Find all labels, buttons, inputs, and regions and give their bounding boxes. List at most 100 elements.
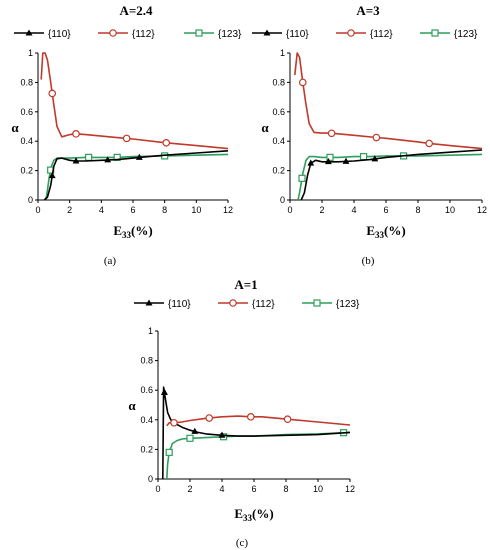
chart-b-series-112-marker: [372, 133, 381, 142]
chart-a-y-tick-label: 0.6: [20, 107, 33, 117]
chart-c-series-123-marker: [186, 434, 194, 442]
chart-a-legend-item-110: {110}: [14, 29, 71, 40]
chart-c: A=1 {110} {112} {123} α 00.20.40.60.810 2…: [128, 277, 360, 549]
chart-b-y-tick-label: 0.6: [272, 107, 285, 117]
chart-a-y-tick-label: 1: [28, 48, 33, 58]
chart-a-x-tick-label: 2: [67, 205, 72, 215]
chart-c-series-110-marker: [191, 427, 199, 434]
chart-c-caption: (c): [236, 537, 249, 549]
chart-b-caption: (b): [362, 255, 375, 267]
chart-c-y-tick-label: 0.8: [140, 356, 153, 366]
chart-b-series-123-marker: [360, 153, 368, 161]
chart-c-x-tick-label: 2: [187, 484, 192, 494]
chart-b-plot: 00.20.40.60.810 2 4 6 8 10 12: [272, 48, 487, 215]
chart-b-x-axis-label: E33(%): [366, 223, 405, 240]
chart-c-legend-label-110: {110}: [168, 299, 191, 310]
chart-b-legend: {110} {112} {123}: [252, 29, 478, 40]
chart-a: A=2.4 {110} {112} {123} α 0 0.2 0.4 0.6 0.8 1…: [11, 3, 242, 267]
chart-b-series-112-marker: [327, 129, 336, 138]
chart-c-series-123-line: [166, 431, 351, 480]
chart-c-legend-item-110: {110}: [134, 299, 191, 310]
chart-a-series-112-line: [40, 52, 229, 150]
chart-c-legend-item-123: {123}: [302, 299, 360, 310]
chart-b: A=3 {110} {112} {123} α 0 0.2 0.4 0.6 0.8 1 0 2…: [252, 3, 487, 267]
chart-c-series-112-marker: [170, 418, 178, 427]
chart-b-legend-item-112: {112}: [336, 29, 393, 40]
chart-b-series-112-line: [294, 52, 483, 150]
chart-a-series-112-marker: [122, 134, 131, 143]
chart-c-y-axis-label: α: [128, 398, 136, 413]
chart-c-y-tick-label: 0.2: [140, 444, 153, 454]
chart-c-y-tick-label: 0.4: [140, 415, 153, 425]
chart-c-y-tick-label: 0: [148, 474, 153, 484]
chart-a-x-tick-label: 12: [223, 205, 233, 215]
chart-b-y-tick-label: 0: [280, 195, 285, 205]
chart-b-legend-label-123: {123}: [454, 29, 478, 40]
chart-b-x-tick-label: 8: [415, 205, 420, 215]
chart-b-x-tick-label: 0: [287, 205, 292, 215]
chart-c-legend: {110} {112} {123}: [134, 299, 360, 310]
chart-c-legend-item-112: {112}: [218, 299, 275, 310]
chart-a-x-tick-label: 6: [130, 205, 135, 215]
chart-a-y-axis-label: α: [11, 120, 19, 135]
chart-a-x-tick-label: 8: [162, 205, 167, 215]
chart-a-legend-label-110: {110}: [48, 29, 71, 40]
chart-a-series-110-marker: [135, 153, 143, 160]
chart-c-plot: 00.20.40.60.810 2 4 6 8 10 12: [140, 326, 355, 494]
chart-c-x-tick-label: 12: [345, 484, 355, 494]
chart-c-x-tick-label: 10: [313, 484, 323, 494]
chart-a-y-tick-label: 0.8: [20, 77, 33, 87]
chart-c-legend-label-123: {123}: [336, 299, 360, 310]
chart-b-x-tick-label: 12: [477, 205, 487, 215]
chart-a-caption: (a): [104, 255, 117, 267]
chart-b-x-tick-label: 4: [351, 205, 356, 215]
chart-a-legend-label-112: {112}: [132, 29, 155, 40]
chart-c-legend-label-112: {112}: [252, 299, 275, 310]
chart-b-legend-label-110: {110}: [286, 29, 309, 40]
chart-a-legend: {110} {112} {123}: [14, 29, 242, 40]
chart-c-x-tick-label: 0: [155, 484, 160, 494]
chart-b-title: A=3: [356, 3, 380, 18]
chart-c-series-112-line: [166, 415, 351, 427]
chart-b-y-tick-label: 0.2: [272, 166, 285, 176]
chart-b-series-110-marker: [325, 157, 332, 165]
chart-b-series-110-line: [300, 149, 483, 201]
chart-c-x-tick-label: 6: [251, 484, 256, 494]
chart-b-y-tick-label: 0.8: [272, 77, 285, 87]
chart-a-series-112-marker: [162, 139, 171, 147]
chart-a-legend-item-123: {123}: [184, 29, 242, 40]
chart-c-x-tick-label: 4: [219, 484, 224, 494]
chart-b-series-110-marker: [307, 159, 315, 166]
chart-a-x-axis-label: E33(%): [113, 223, 152, 240]
chart-b-y-tick-label: 0.4: [272, 136, 285, 146]
chart-a-y-tick-label: 0.2: [20, 166, 33, 176]
chart-a-x-tick-label: 0: [35, 205, 40, 215]
chart-c-series-112-marker: [205, 414, 214, 422]
chart-a-series-112-marker: [72, 130, 80, 138]
chart-a-y-tick-label: 0: [28, 195, 33, 205]
chart-c-series-112-marker: [283, 415, 292, 424]
chart-a-x-tick-label: 10: [191, 205, 201, 215]
chart-b-legend-item-123: {123}: [420, 29, 478, 40]
chart-c-y-tick-label: 0.6: [140, 385, 153, 395]
chart-a-x-tick-label: 4: [99, 205, 104, 215]
chart-a-y-tick-label: 0.4: [20, 136, 33, 146]
chart-b-x-tick-label: 6: [383, 205, 388, 215]
chart-b-y-axis-label: α: [261, 120, 269, 135]
chart-b-x-tick-label: 2: [319, 205, 324, 215]
chart-c-series-110-marker: [161, 388, 168, 395]
chart-a-series-110-marker: [104, 156, 112, 163]
chart-b-y-tick-label: 1: [280, 48, 285, 58]
chart-a-series-110-marker: [48, 171, 56, 179]
chart-b-legend-label-112: {112}: [370, 29, 393, 40]
chart-c-series-112-marker: [247, 413, 255, 421]
chart-a-legend-item-112: {112}: [98, 29, 155, 40]
chart-c-x-axis-label: E33(%): [234, 506, 273, 523]
chart-b-series-110-marker: [342, 157, 350, 164]
chart-a-plot: 00.20.40.60.810 2 4 6 8 10 12: [20, 48, 233, 215]
chart-a-title: A=2.4: [119, 3, 153, 18]
chart-c-y-tick-label: 1: [148, 326, 153, 336]
chart-c-x-tick-label: 8: [283, 484, 288, 494]
chart-a-series-123-marker: [85, 153, 93, 161]
